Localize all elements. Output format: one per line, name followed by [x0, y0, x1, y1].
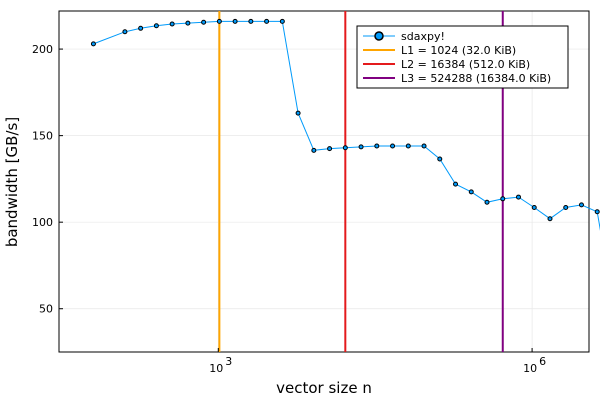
data-point [438, 157, 442, 161]
data-point [422, 144, 426, 148]
data-point [359, 145, 363, 149]
data-point [202, 20, 206, 24]
x-tick-exponent: 6 [539, 355, 546, 368]
data-point [249, 19, 253, 23]
data-point [595, 210, 599, 214]
data-point [469, 190, 473, 194]
data-point [548, 217, 552, 221]
data-point [233, 19, 237, 23]
data-point [343, 146, 347, 150]
x-axis-label: vector size n [276, 379, 372, 397]
y-axis-label: bandwidth [GB/s] [3, 117, 21, 247]
data-point [265, 19, 269, 23]
data-point [454, 182, 458, 186]
data-point [579, 203, 583, 207]
data-point [532, 205, 536, 209]
data-point [296, 111, 300, 115]
data-point [375, 144, 379, 148]
legend: sdaxpy!L1 = 1024 (32.0 KiB)L2 = 16384 (5… [357, 26, 568, 88]
data-point [312, 148, 316, 152]
data-point [91, 42, 95, 46]
x-tick-exponent: 3 [225, 355, 232, 368]
y-tick-label: 100 [32, 216, 53, 229]
data-point [217, 19, 221, 23]
data-point [564, 205, 568, 209]
x-tick-label: 10 [209, 362, 223, 375]
data-point [139, 26, 143, 30]
data-point [186, 21, 190, 25]
legend-label: L2 = 16384 (512.0 KiB) [401, 58, 530, 71]
legend-label: sdaxpy! [401, 30, 445, 43]
data-point [485, 200, 489, 204]
data-point [517, 195, 521, 199]
legend-marker [375, 32, 383, 40]
y-tick-label: 200 [32, 43, 53, 56]
data-point [501, 197, 505, 201]
data-point [170, 22, 174, 26]
data-point [154, 24, 158, 28]
data-point [328, 147, 332, 151]
y-tick-label: 50 [39, 303, 53, 316]
x-tick-label: 10 [523, 362, 537, 375]
y-tick-label: 150 [32, 130, 53, 143]
data-point [123, 30, 127, 34]
data-point [406, 144, 410, 148]
data-point [280, 19, 284, 23]
data-point [391, 144, 395, 148]
legend-label: L1 = 1024 (32.0 KiB) [401, 44, 516, 57]
legend-label: L3 = 524288 (16384.0 KiB) [401, 72, 551, 85]
